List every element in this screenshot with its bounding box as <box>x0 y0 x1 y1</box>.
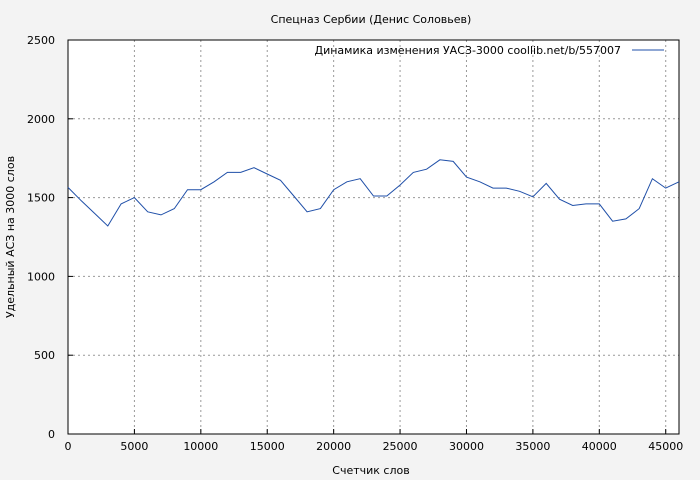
y-tick-label: 500 <box>34 349 55 362</box>
x-tick-label: 25000 <box>383 440 418 453</box>
series-line <box>67 159 680 227</box>
x-tick-label: 20000 <box>316 440 351 453</box>
y-tick-label: 1000 <box>27 270 55 283</box>
x-tick-label: 10000 <box>183 440 218 453</box>
x-tick-label: 15000 <box>250 440 285 453</box>
legend: Динамика изменения УАСЗ-3000 coollib.net… <box>315 44 664 57</box>
legend-label: Динамика изменения УАСЗ-3000 coollib.net… <box>315 44 622 57</box>
y-tick-label: 2000 <box>27 113 55 126</box>
x-tick-label: 30000 <box>449 440 484 453</box>
series-group <box>67 159 680 227</box>
y-axis-ticks: 0 500 1000 1500 2000 2500 <box>27 34 73 441</box>
y-tick-label: 0 <box>48 428 55 441</box>
x-tick-label: 45000 <box>648 440 683 453</box>
chart-title: Спецназ Сербии (Денис Соловьев) <box>271 13 472 26</box>
x-tick-label: 0 <box>65 440 72 453</box>
plot-background <box>68 40 679 434</box>
y-tick-label: 1500 <box>27 192 55 205</box>
x-tick-label: 5000 <box>120 440 148 453</box>
x-tick-label: 40000 <box>582 440 617 453</box>
y-tick-label: 2500 <box>27 34 55 47</box>
x-tick-label: 35000 <box>515 440 550 453</box>
grid-lines <box>68 40 679 434</box>
x-axis-ticks: 0 5000 10000 15000 20000 25000 30000 35000 40000… <box>65 429 683 453</box>
y-axis-label: Удельный АСЗ на 3000 слов <box>4 156 17 318</box>
plot-frame <box>67 39 680 435</box>
x-axis-label: Счетчик слов <box>332 464 409 477</box>
